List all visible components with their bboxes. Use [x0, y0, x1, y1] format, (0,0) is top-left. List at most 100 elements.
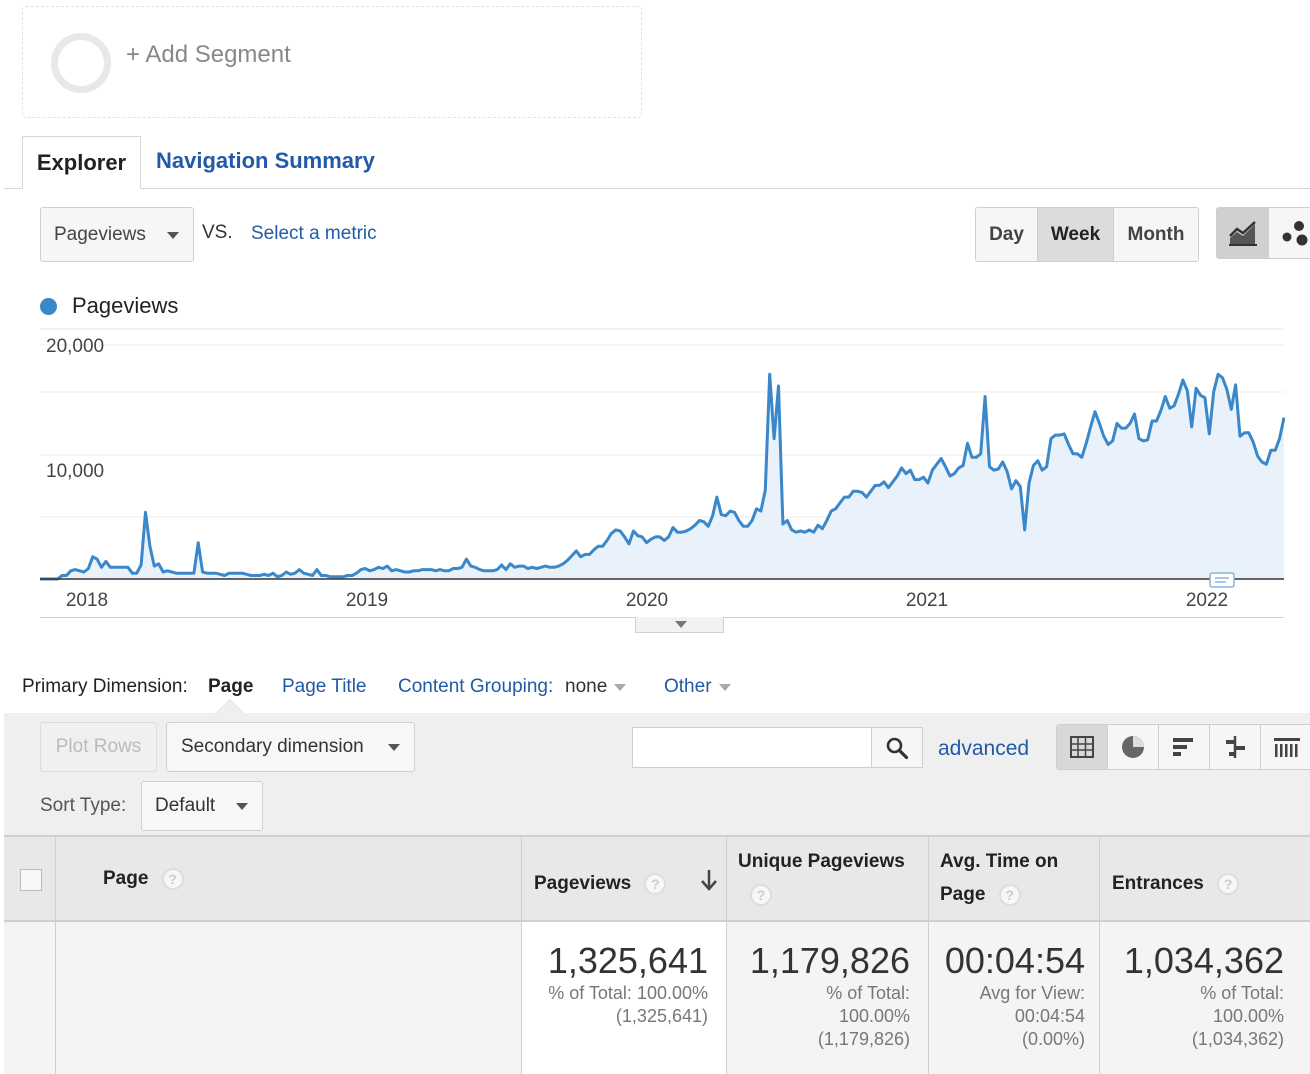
pageviews-area [40, 374, 1284, 579]
totals-entrances-sub: % of Total: 100.00% (1,034,362) [1192, 982, 1284, 1051]
primary-dimension-label: Primary Dimension: [22, 676, 188, 697]
totals-entrances-total: (1,034,362) [1191, 1029, 1284, 1049]
totals-entrances-label: % of Total: [1200, 983, 1284, 1003]
table-search-input[interactable] [632, 727, 872, 768]
legend-label: Pageviews [72, 293, 179, 318]
content-grouping-value[interactable]: none [565, 676, 608, 697]
select-all-cell [4, 837, 56, 922]
metric-dropdown-value: Pageviews [54, 223, 146, 245]
column-avg-time-label-line1: Avg. Time on [940, 851, 1059, 872]
motion-chart-icon[interactable] [1269, 208, 1310, 258]
totals-unique-pageviews-sub: % of Total: 100.00% (1,179,826) [818, 982, 910, 1051]
totals-avg-time: 00:04:54 Avg for View: 00:04:54 (0.00%) [929, 922, 1100, 1074]
dimension-content-grouping[interactable]: Content Grouping: [398, 676, 554, 697]
search-icon [886, 737, 909, 759]
totals-blank-cell [4, 922, 56, 1074]
totals-avg-delta: (0.00%) [1021, 1029, 1085, 1049]
column-header-page[interactable]: Page ? [56, 837, 522, 922]
week-button[interactable]: Week [1038, 208, 1114, 261]
select-metric-link[interactable]: Select a metric [251, 223, 377, 244]
column-pageviews-label: Pageviews [534, 873, 632, 894]
y-tick-label: 20,000 [46, 336, 104, 357]
totals-entrances: 1,034,362 % of Total: 100.00% (1,034,362… [1100, 922, 1310, 1074]
vs-label: VS. [202, 222, 233, 243]
totals-avg-time-sub: Avg for View: 00:04:54 (0.00%) [980, 982, 1085, 1051]
secondary-dimension-label: Secondary dimension [181, 736, 364, 757]
chevron-down-icon [675, 621, 687, 628]
tab-navigation-summary[interactable]: Navigation Summary [156, 148, 375, 173]
totals-pageviews-value: 1,325,641 [547, 940, 708, 981]
legend-swatch [40, 298, 57, 315]
totals-entrances-value: 1,034,362 [1123, 940, 1284, 981]
sort-type-label: Sort Type: [40, 795, 127, 816]
totals-unique-percent: 100.00% [838, 1006, 910, 1026]
dimension-page[interactable]: Page [208, 676, 254, 697]
month-button[interactable]: Month [1114, 208, 1198, 261]
dimension-other[interactable]: Other [664, 676, 712, 697]
help-icon[interactable]: ? [161, 867, 184, 890]
column-header-entrances[interactable]: Entrances ? [1100, 837, 1310, 922]
chevron-down-icon [236, 803, 248, 810]
help-icon[interactable]: ? [750, 883, 772, 906]
pivot-icon[interactable] [1261, 725, 1310, 769]
totals-avg-label: Avg for View: [979, 983, 1085, 1003]
column-header-unique-pageviews[interactable]: Unique Pageviews ? [727, 837, 929, 922]
metric-dropdown[interactable]: Pageviews [40, 207, 194, 262]
totals-unique-label: % of Total: [826, 983, 910, 1003]
search-button[interactable] [871, 727, 923, 768]
secondary-dimension-dropdown[interactable]: Secondary dimension [166, 722, 415, 772]
chevron-down-icon [614, 684, 626, 691]
column-entrances-label: Entrances [1112, 873, 1204, 894]
x-tick-label: 2018 [66, 590, 108, 611]
dimension-page-title[interactable]: Page Title [282, 676, 367, 697]
totals-avg-time-value: 00:04:54 [944, 940, 1085, 981]
totals-entrances-percent: 100.00% [1212, 1006, 1284, 1026]
help-icon[interactable]: ? [998, 883, 1021, 906]
totals-pageviews-percent: % of Total: 100.00% [548, 983, 708, 1003]
chevron-down-icon [388, 744, 400, 751]
performance-bars-icon[interactable] [1159, 725, 1210, 769]
help-icon[interactable]: ? [644, 872, 667, 895]
sort-descending-icon[interactable] [699, 868, 719, 892]
pie-chart-icon[interactable] [1108, 725, 1159, 769]
x-tick-label: 2020 [626, 590, 668, 611]
sort-type-dropdown[interactable]: Default [141, 781, 263, 831]
totals-avg-view: 00:04:54 [1014, 1006, 1085, 1026]
chevron-down-icon [719, 684, 731, 691]
segment-selector[interactable]: + Add Segment [22, 6, 642, 118]
column-header-pageviews[interactable]: Pageviews ? [522, 837, 727, 922]
plot-rows-button[interactable]: Plot Rows [40, 722, 157, 772]
add-segment-label[interactable]: + Add Segment [126, 41, 291, 68]
y-tick-label: 10,000 [46, 461, 104, 482]
totals-pageviews-total: (1,325,641) [615, 1006, 708, 1026]
annotation-icon[interactable] [1209, 572, 1235, 588]
totals-page-cell [56, 922, 522, 1074]
pageviews-chart: 20,000 10,000 2018 2019 2020 2021 2022 [40, 328, 1285, 611]
column-avg-time-label-line2: Page [940, 884, 986, 905]
table-view-toggle [1056, 724, 1310, 770]
x-tick-label: 2022 [1186, 590, 1228, 611]
totals-unique-total: (1,179,826) [817, 1029, 910, 1049]
totals-pageviews: 1,325,641 % of Total: 100.00% (1,325,641… [522, 922, 727, 1074]
day-button[interactable]: Day [976, 208, 1038, 261]
totals-unique-pageviews: 1,179,826 % of Total: 100.00% (1,179,826… [727, 922, 929, 1074]
line-chart-icon[interactable] [1217, 208, 1269, 258]
totals-row: 1,325,641 % of Total: 100.00% (1,325,641… [4, 922, 1310, 1074]
tab-explorer[interactable]: Explorer [22, 136, 141, 189]
column-page-label: Page [103, 868, 149, 889]
column-unique-pageviews-label: Unique Pageviews [738, 851, 905, 872]
pageviews-line [40, 372, 1285, 581]
data-table-icon[interactable] [1057, 725, 1108, 769]
column-header-avg-time[interactable]: Avg. Time on Page ? [929, 837, 1100, 922]
segment-circle-icon [51, 33, 111, 93]
chart-type-toggle [1216, 207, 1310, 259]
period-toggle: Day Week Month [975, 207, 1199, 262]
chevron-down-icon [167, 232, 179, 239]
help-icon[interactable]: ? [1217, 872, 1240, 895]
totals-pageviews-sub: % of Total: 100.00% (1,325,641) [548, 982, 708, 1028]
comparison-icon[interactable] [1210, 725, 1261, 769]
advanced-filter-link[interactable]: advanced [938, 737, 1030, 760]
x-tick-label: 2019 [346, 590, 388, 611]
select-all-checkbox[interactable] [20, 869, 42, 891]
collapse-chart-toggle[interactable] [635, 617, 724, 633]
